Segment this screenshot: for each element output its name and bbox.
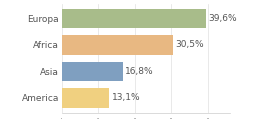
- Bar: [62, 9, 206, 28]
- Bar: [62, 62, 123, 81]
- Text: 30,5%: 30,5%: [175, 40, 204, 49]
- Bar: [62, 35, 173, 55]
- Bar: [62, 88, 109, 108]
- Text: 39,6%: 39,6%: [208, 14, 237, 23]
- Text: 16,8%: 16,8%: [125, 67, 154, 76]
- Text: 13,1%: 13,1%: [112, 93, 140, 102]
